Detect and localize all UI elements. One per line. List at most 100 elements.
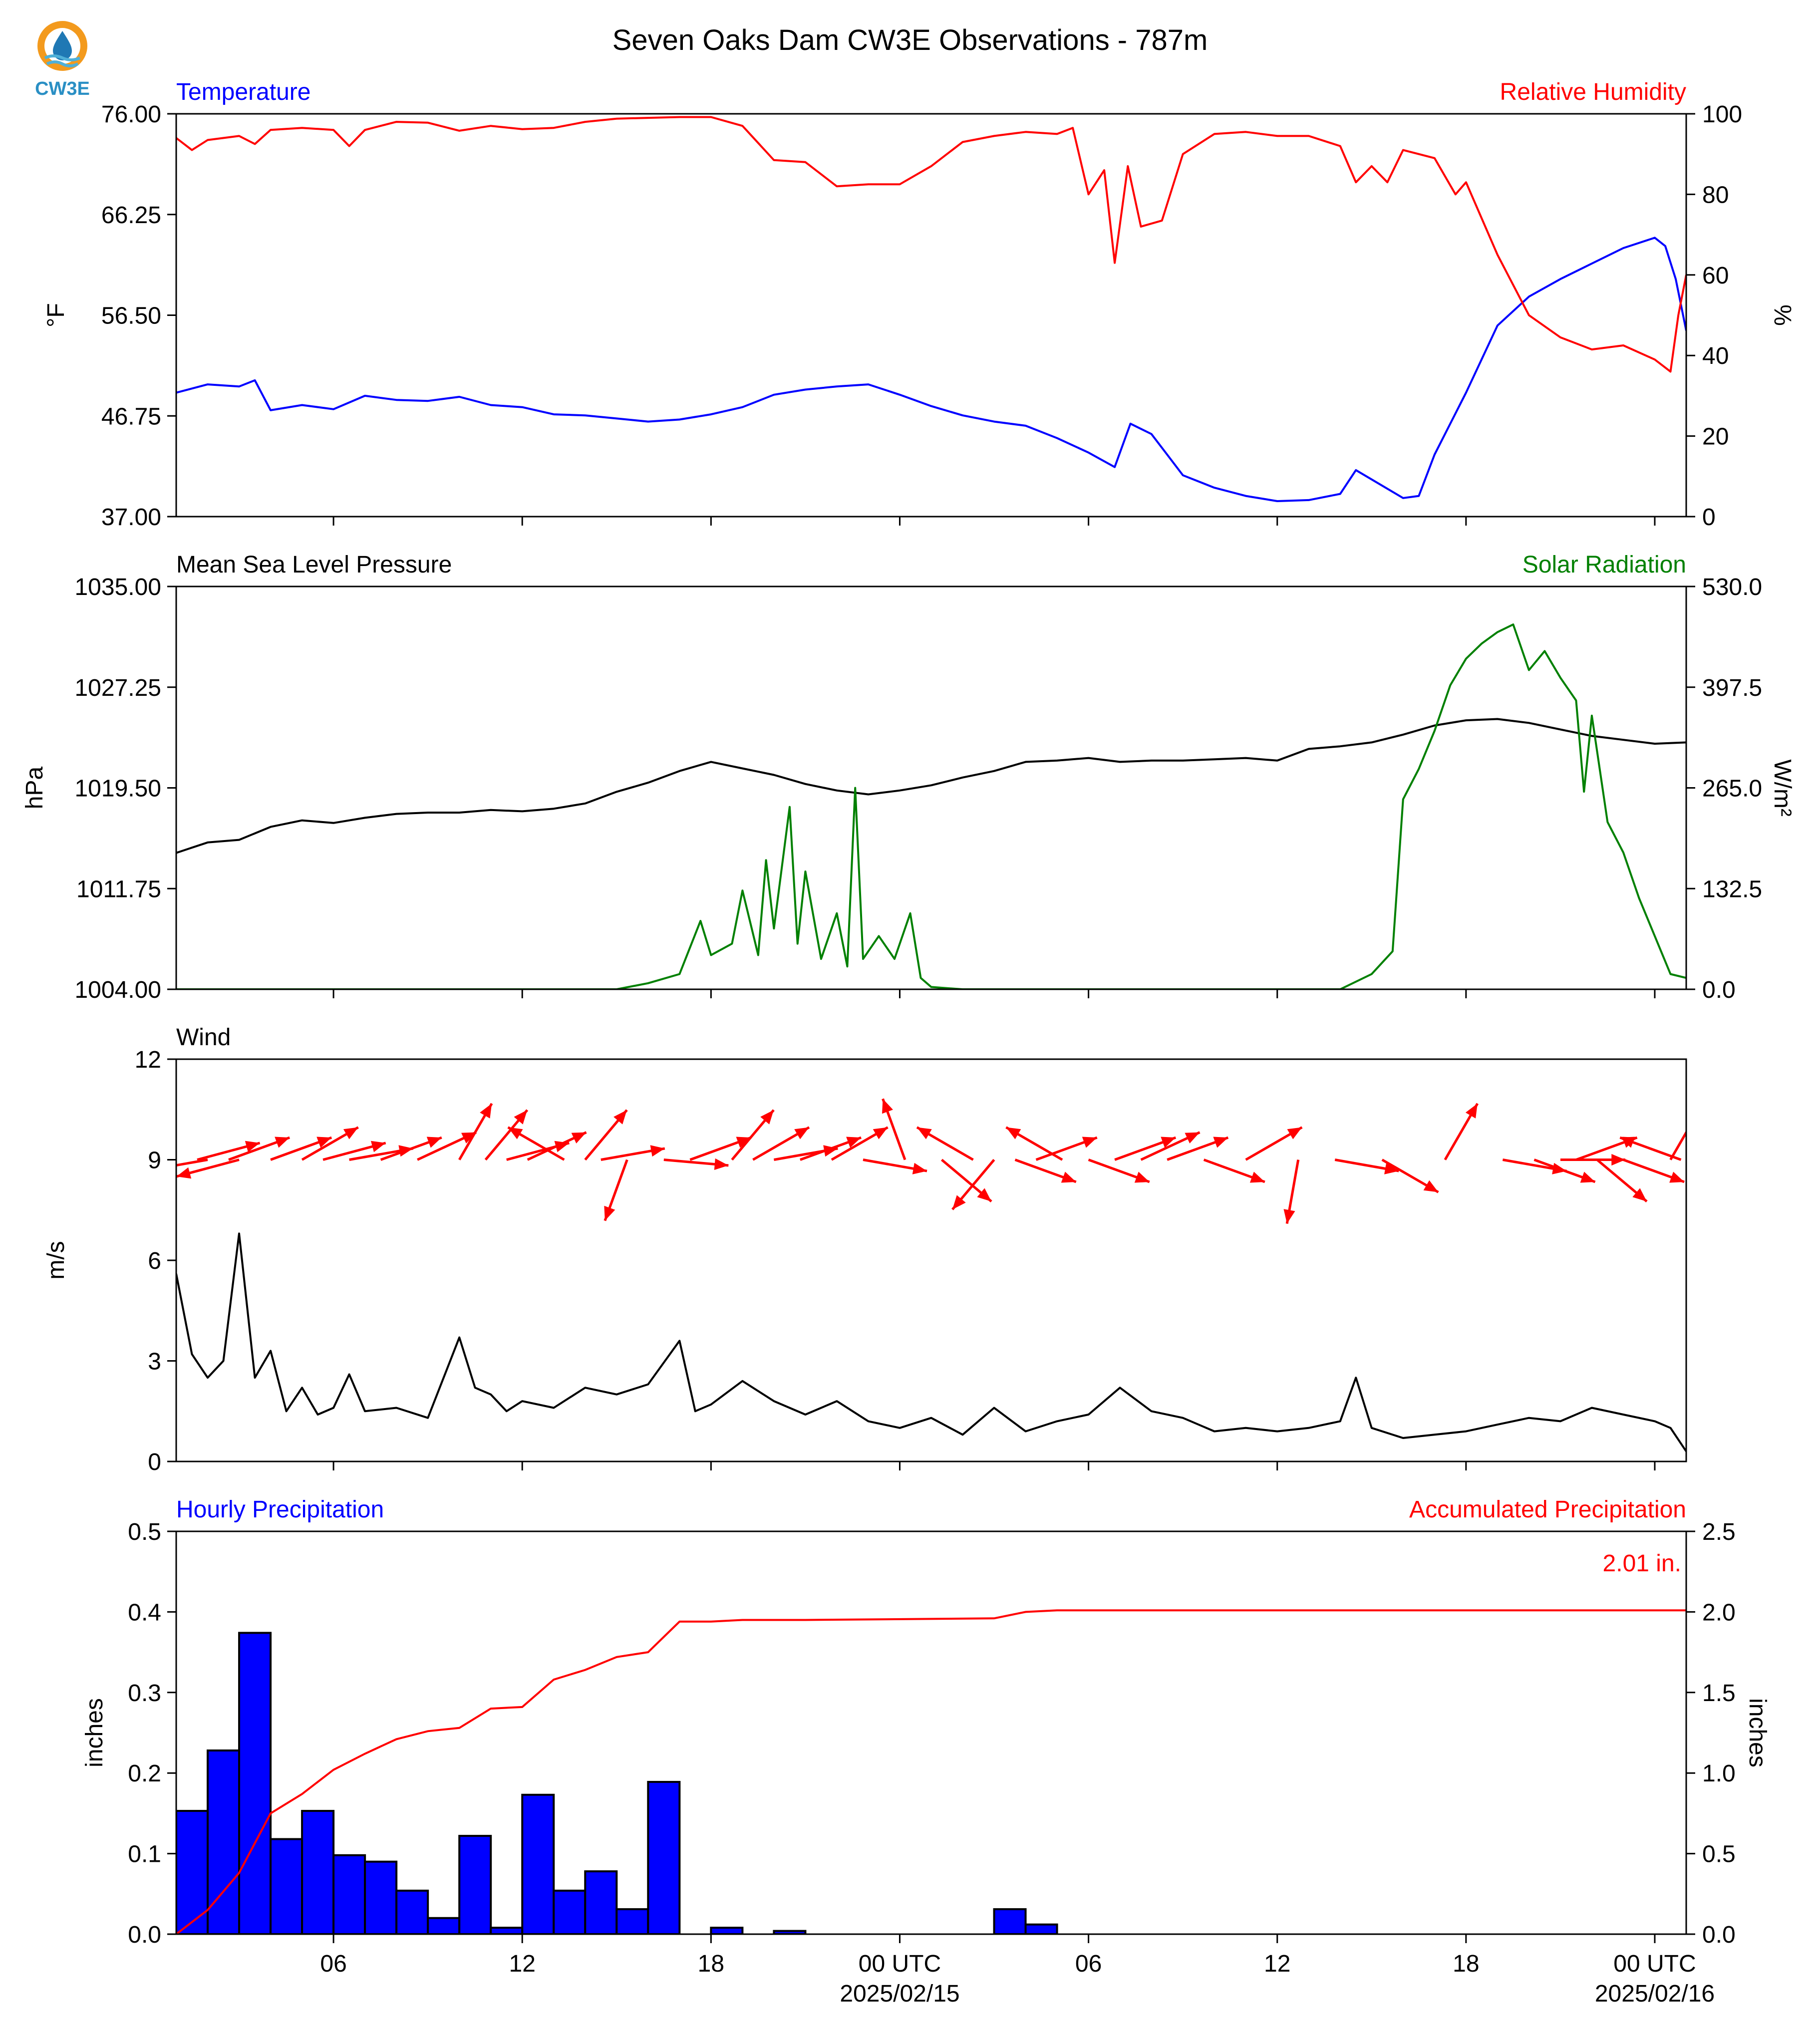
precip-bar	[270, 1838, 303, 1934]
y-tick-label: 1019.50	[74, 776, 161, 802]
wind-arrow-head	[1134, 1171, 1150, 1183]
y-axis-label: m/s	[43, 1241, 69, 1279]
wind-arrow-head	[1691, 1104, 1703, 1119]
y-axis-label-right: %	[1769, 304, 1796, 326]
y-tick-label-right: 530.0	[1702, 574, 1762, 600]
y-tick-label-right: 0.0	[1702, 1922, 1736, 1948]
precip-bar	[332, 1854, 366, 1934]
panel-frame	[175, 1058, 1687, 1462]
precip-bar	[993, 1908, 1027, 1934]
wind-arrow-head	[714, 1158, 729, 1170]
wind-arrow-head	[245, 1141, 260, 1153]
wind-arrow-head	[760, 1110, 774, 1125]
wind-arrow-head	[1384, 1162, 1399, 1174]
x-tick-label: 18	[1453, 1951, 1479, 1977]
panel-title-left: Mean Sea Level Pressure	[176, 552, 452, 578]
panel-frame	[175, 585, 1687, 990]
panel-2: 1004.00 1011.75 1019.50 1027.25 1035.00 0.0 13…	[21, 552, 1796, 1003]
y-tick-label-right: 0	[1702, 504, 1716, 531]
series-line	[176, 237, 1686, 502]
precip-bar	[521, 1793, 555, 1934]
wind-arrow-head	[1632, 1188, 1647, 1202]
wind-arrow-head	[912, 1162, 927, 1174]
y-tick-label: 0.4	[128, 1599, 161, 1626]
chart-title: Seven Oaks Dam CW3E Observations - 787m	[612, 24, 1208, 56]
y-tick-label-right: 80	[1702, 182, 1729, 208]
wind-arrow-head	[1213, 1137, 1228, 1148]
y-tick-label-right: 100	[1702, 101, 1742, 128]
wind-arrow-head	[952, 1195, 966, 1210]
wind-arrow-head	[736, 1137, 751, 1148]
y-axis-label-right: W/m²	[1769, 759, 1796, 817]
x-date-label: 2025/02/16	[1595, 1981, 1715, 2007]
y-tick-label-right: 0.5	[1702, 1841, 1736, 1868]
plot-area	[176, 116, 1686, 502]
precip-bar	[364, 1860, 398, 1934]
wind-arrow-head	[1061, 1171, 1076, 1183]
y-tick-label-right: 20	[1702, 424, 1729, 450]
y-tick-label-right: 60	[1702, 263, 1729, 289]
wind-arrow-head	[1161, 1137, 1176, 1148]
series-line	[176, 1232, 1686, 1452]
wind-arrow-head	[604, 1205, 615, 1221]
precip-bar	[427, 1917, 461, 1934]
y-tick-label: 1035.00	[74, 574, 161, 600]
wind-arrow-head	[508, 1127, 523, 1140]
precip-bar	[395, 1889, 429, 1934]
x-tick-label: 06	[1075, 1951, 1102, 1977]
y-tick-label-right: 132.5	[1702, 876, 1762, 902]
panel-title-left: Temperature	[176, 79, 310, 105]
panel-title-right: Relative Humidity	[1500, 79, 1686, 105]
x-tick-label: 06	[320, 1951, 346, 1977]
wind-arrow-head	[1611, 1154, 1625, 1166]
series-line	[176, 116, 1686, 373]
wind-arrow-head	[1283, 1209, 1295, 1224]
x-tick-label: 00 UTC	[1613, 1951, 1696, 1977]
precip-bar	[238, 1632, 272, 1934]
accumulated-annotation: 2.01 in.	[1603, 1550, 1681, 1577]
y-tick-label: 12	[135, 1047, 161, 1073]
panel-4: 0.0 0.1 0.2 0.3 0.4 0.5 0.0 0.5 1.0 1.5 2.0 2.5 Hour…	[81, 1496, 1771, 1948]
wind-arrow	[1669, 1130, 1686, 1160]
panel-1: 37.00 46.75 56.50 66.25 76.00 0 20 40 60 80 100 Tem…	[43, 79, 1796, 531]
y-axis-label: hPa	[21, 766, 48, 809]
panel-title-right: Solar Radiation	[1522, 552, 1686, 578]
series-line	[176, 623, 1686, 989]
precip-bar	[615, 1908, 649, 1934]
logo-text: CW3E	[35, 78, 90, 99]
panel-title-left: Hourly Precipitation	[176, 1496, 384, 1523]
x-tick-label: 12	[1264, 1951, 1290, 1977]
y-tick-label: 0.0	[128, 1922, 161, 1948]
x-date-label: 2025/02/15	[840, 1981, 959, 2007]
wind-arrow-head	[1669, 1171, 1685, 1183]
y-tick-label: 3	[148, 1349, 161, 1375]
wind-arrow-head	[1580, 1171, 1595, 1183]
wind-arrow-head	[316, 1137, 332, 1148]
cw3e-logo: CW3E	[30, 15, 95, 100]
wind-arrow-head	[275, 1137, 290, 1148]
wind-arrow-head	[554, 1141, 570, 1153]
y-tick-label: 6	[148, 1248, 161, 1274]
y-axis-label: °F	[43, 303, 69, 327]
y-tick-label: 0.5	[128, 1519, 161, 1545]
y-tick-label-right: 0.0	[1702, 977, 1736, 1003]
y-tick-label: 1011.75	[76, 876, 161, 902]
x-tick-label: 00 UTC	[859, 1951, 941, 1977]
precip-bar	[553, 1889, 587, 1934]
wind-arrow	[176, 1159, 208, 1167]
precip-bar	[458, 1835, 492, 1934]
wind-arrow-head	[176, 1167, 192, 1179]
wind-arrow-head	[1423, 1180, 1439, 1192]
y-tick-label-right: 397.5	[1702, 675, 1762, 701]
wind-arrow-head	[514, 1110, 528, 1125]
wind-arrow-head	[1620, 1137, 1635, 1148]
wind-arrow-head	[650, 1145, 665, 1157]
wind-arrow-head	[1465, 1103, 1478, 1119]
wind-arrow-head	[426, 1137, 442, 1148]
y-tick-label: 46.75	[101, 403, 161, 430]
y-tick-label: 1004.00	[74, 977, 161, 1003]
precip-bar	[207, 1749, 241, 1934]
plot-area	[176, 1098, 1703, 1452]
y-tick-label: 56.50	[101, 303, 161, 329]
